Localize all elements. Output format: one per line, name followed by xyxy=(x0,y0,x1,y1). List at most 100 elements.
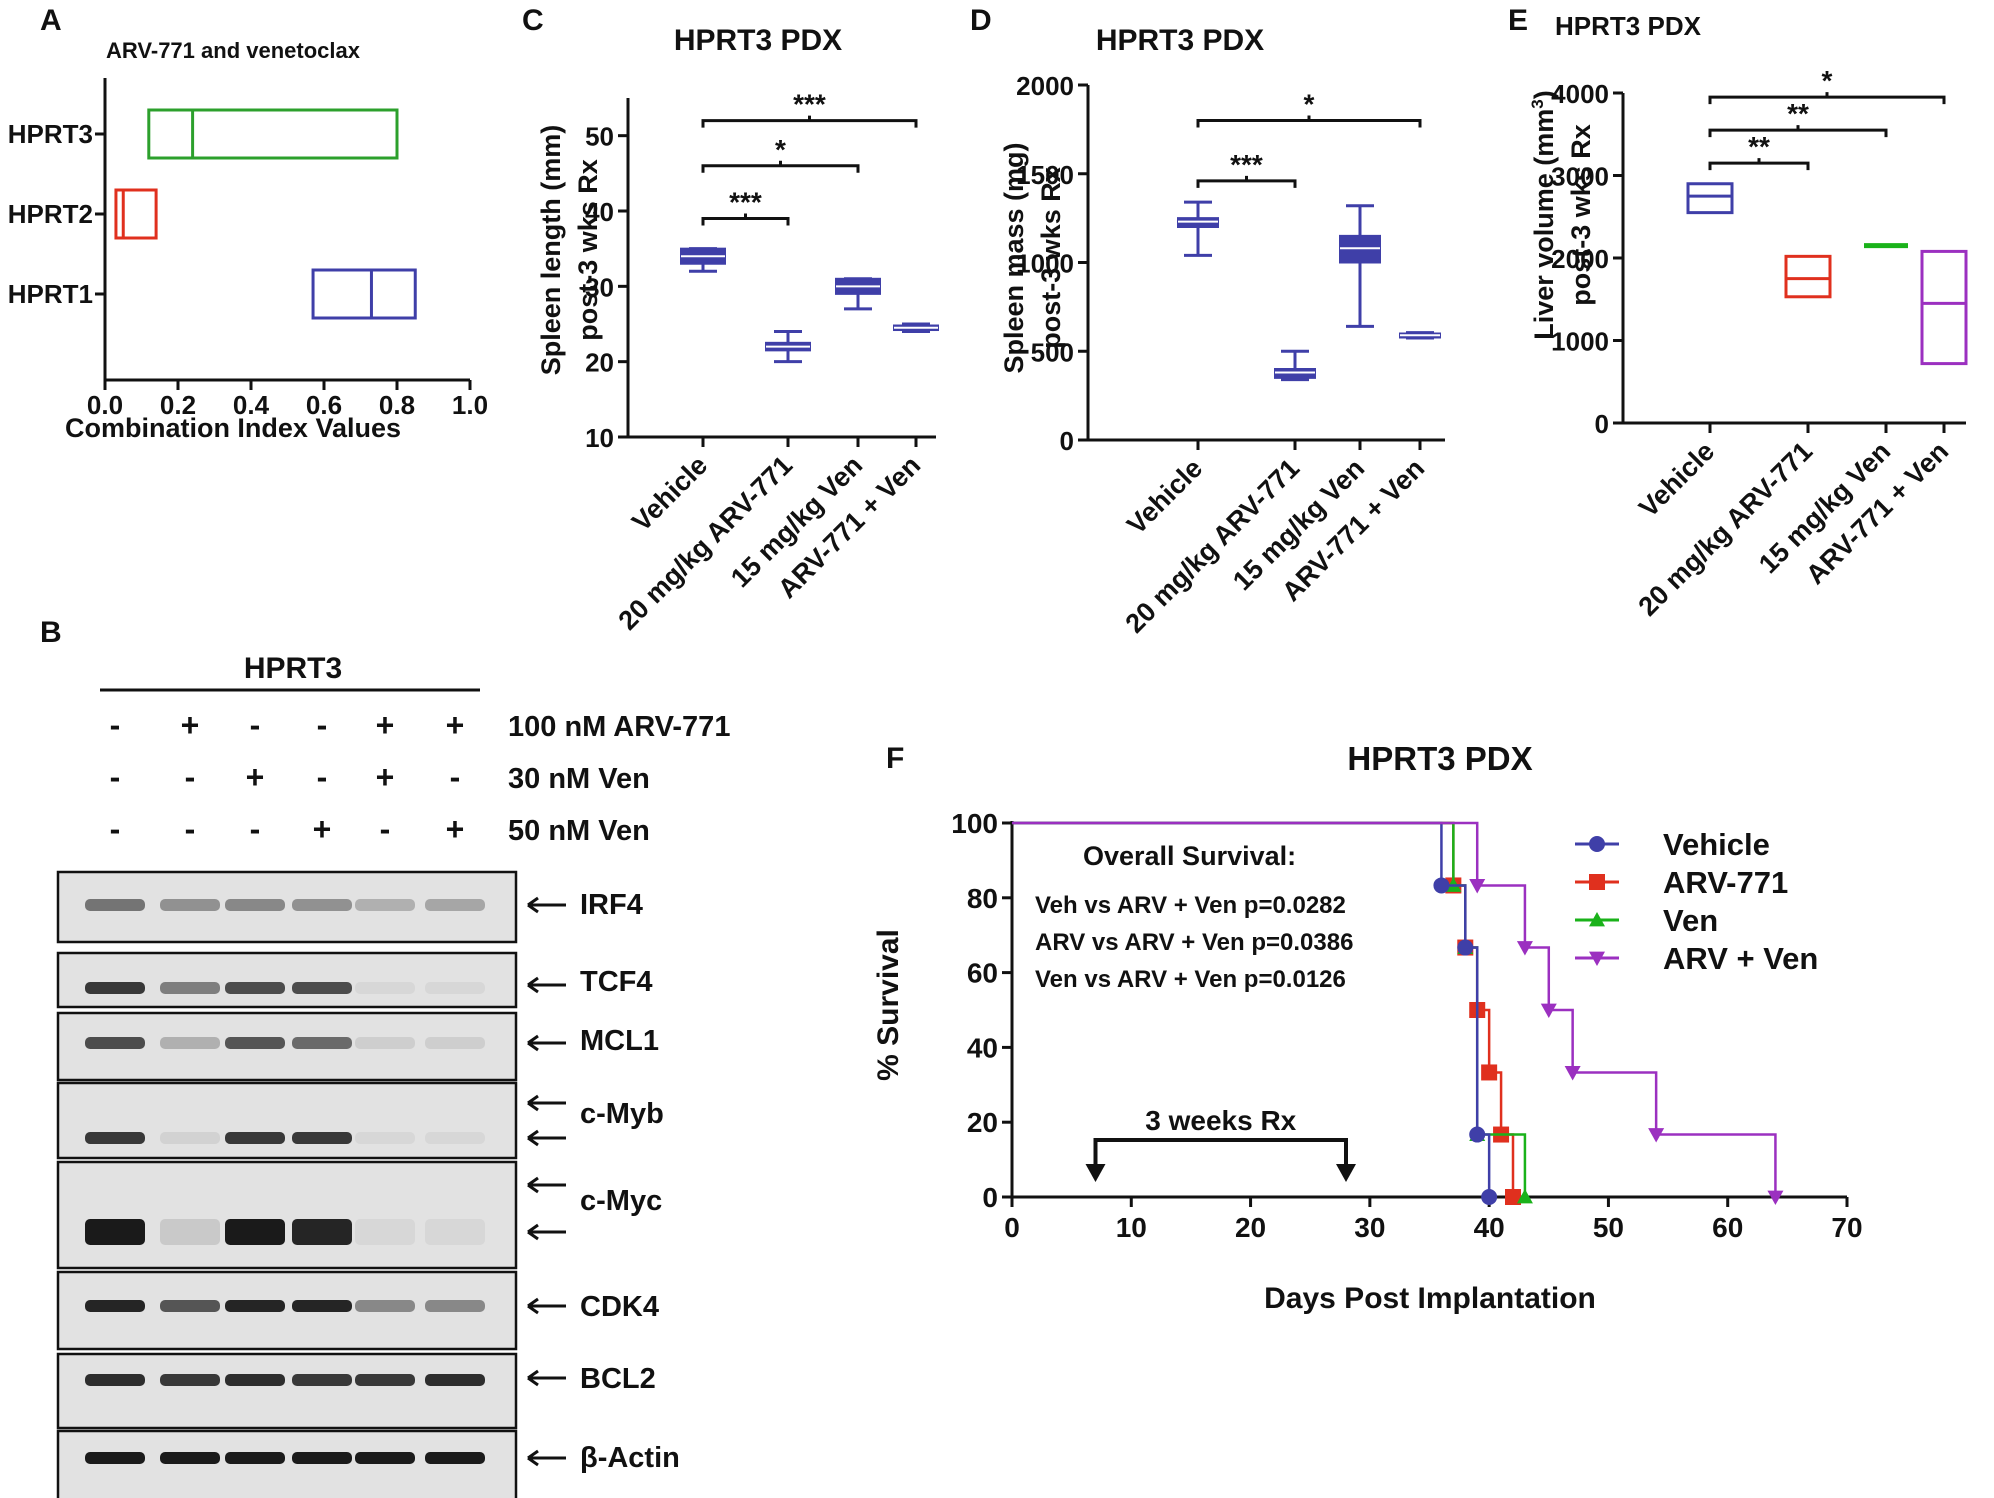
C-plot-significance-bracket xyxy=(701,160,860,173)
panel-a-x-tick-label: 0.2 xyxy=(160,390,196,420)
panel-label-b: B xyxy=(40,616,62,649)
panel-d: D HPRT3 PDX Spleen mass (mg) post-3 wks … xyxy=(970,4,1445,639)
survival-marker-circle xyxy=(1457,939,1474,956)
panel-a-y-tick-label: HPRT1 xyxy=(8,279,93,309)
survival-pvalue-2: ARV vs ARV + Ven p=0.0386 xyxy=(1035,929,1353,956)
blot-sign: - xyxy=(185,759,196,795)
blot-band xyxy=(292,1300,352,1312)
panel-f-title: HPRT3 PDX xyxy=(1347,740,1532,777)
panel-f-x-axis-label: Days Post Implantation xyxy=(1264,1282,1596,1315)
panel-f-y-axis-label: % Survival xyxy=(872,929,905,1081)
rx-bracket xyxy=(1093,1138,1348,1174)
survival-marker-square xyxy=(1505,1189,1521,1205)
E-plot-x-tick-label: Vehicle xyxy=(1633,436,1720,523)
blot-band xyxy=(355,899,415,911)
blot-panel-β-actin xyxy=(56,1429,518,1498)
blot-band xyxy=(160,1132,220,1144)
blot-band xyxy=(225,1132,285,1144)
survival-marker-triangle-down xyxy=(1589,951,1605,966)
C-plot-y-tick-label: 30 xyxy=(585,272,614,302)
D-plot-axes xyxy=(1086,85,1445,442)
blot-sign: + xyxy=(181,707,200,743)
E-plot-y-tick-label: 0 xyxy=(1595,409,1609,439)
D-plot-y-tick-label: 1500 xyxy=(1016,160,1074,190)
blot-band xyxy=(292,1374,352,1386)
blot-protein-label: c-Myb xyxy=(580,1098,664,1130)
panel-f-x-tick-label: 10 xyxy=(1116,1212,1147,1243)
blot-treatment-label: 30 nM Ven xyxy=(508,763,650,795)
blot-protein-label: BCL2 xyxy=(580,1363,656,1395)
panel-f-x-tick-label: 60 xyxy=(1712,1212,1743,1243)
blot-protein-label: IRF4 xyxy=(580,889,643,921)
blot-protein-label: CDK4 xyxy=(580,1291,659,1323)
D-plot-significance-bracket xyxy=(1196,175,1297,188)
rx-arrow-left xyxy=(1085,1164,1106,1182)
C-plot-significance-label: * xyxy=(775,134,786,165)
panel-a-y-tick-label: HPRT2 xyxy=(8,199,93,229)
blot-sign: - xyxy=(450,759,461,795)
C-plot-y-tick-label: 40 xyxy=(585,197,614,227)
E-plot-significance-bracket xyxy=(1708,92,1946,105)
blot-arrow xyxy=(527,1034,566,1052)
panel-f-y-tick-label: 20 xyxy=(967,1107,998,1138)
E-plot-significance-label: ** xyxy=(1787,98,1809,129)
blot-band xyxy=(355,1037,415,1049)
blot-band xyxy=(85,1374,145,1386)
panel-a-y-tick-label: HPRT3 xyxy=(8,119,93,149)
panel-f-x-tick-label: 20 xyxy=(1235,1212,1266,1243)
panel-d-title: HPRT3 PDX xyxy=(1096,24,1264,57)
C-plot-significance-bracket xyxy=(701,115,918,128)
blot-sign: - xyxy=(110,811,121,847)
blot-band xyxy=(292,1219,352,1245)
panel-f-x-tick-label: 40 xyxy=(1474,1212,1505,1243)
blot-band xyxy=(425,1219,485,1245)
panel-d-y-label-line1: Spleen mass (mg) xyxy=(999,142,1029,373)
panel-c-y-label-line1: Spleen length (mm) xyxy=(536,125,566,376)
panel-f-y-tick-label: 80 xyxy=(967,883,998,914)
survival-marker-square xyxy=(1481,1064,1498,1081)
C-plot-y-tick-label: 10 xyxy=(585,423,614,453)
panel-a-x-tick-label: 0.0 xyxy=(87,390,123,420)
blot-sign: - xyxy=(110,707,121,743)
blot-band xyxy=(85,982,145,994)
C-plot-y-tick-label: 50 xyxy=(585,122,614,152)
blot-protein-label: MCL1 xyxy=(580,1025,659,1057)
D-plot-significance-bracket xyxy=(1196,115,1422,128)
panel-f-x-tick-label: 0 xyxy=(1004,1212,1020,1243)
blot-arrow xyxy=(527,1129,566,1147)
survival-marker-triangle-down xyxy=(1516,941,1533,956)
survival-marker-circle xyxy=(1589,836,1605,852)
blot-band xyxy=(425,1132,485,1144)
D-plot-y-tick-label: 500 xyxy=(1031,337,1074,367)
panel-label-e: E xyxy=(1508,4,1528,37)
D-plot-significance-label: *** xyxy=(1230,149,1263,180)
panel-a-x-tick-label: 0.6 xyxy=(306,390,342,420)
C-plot-x-tick-label: Vehicle xyxy=(626,450,713,537)
panel-b: B HPRT3 - + - - + +100 nM ARV-771 - - + - + - 30 nM … xyxy=(40,616,730,1498)
blot-band xyxy=(85,1452,145,1464)
blot-sign: + xyxy=(446,707,465,743)
survival-marker-triangle-down xyxy=(1767,1190,1784,1205)
C-plot-y-tick-label: 20 xyxy=(585,348,614,378)
D-plot-y-tick-label: 1000 xyxy=(1016,249,1074,279)
blot-band xyxy=(85,1219,145,1245)
E-plot-box xyxy=(1686,182,1734,215)
blot-band xyxy=(85,1037,145,1049)
panel-a-axes xyxy=(103,78,470,382)
panel-f-x-tick-label: 70 xyxy=(1831,1212,1862,1243)
blot-protein-label: c-Myc xyxy=(580,1185,662,1217)
blot-arrow xyxy=(527,1094,566,1112)
blot-band xyxy=(85,1300,145,1312)
E-plot-axes xyxy=(1621,93,1966,425)
panel-c: C HPRT3 PDX Spleen length (mm) post-3 wk… xyxy=(522,4,939,636)
D-plot-x-tick-label: Vehicle xyxy=(1121,453,1208,540)
panel-a-x-tick-label: 1.0 xyxy=(452,390,488,420)
blot-band xyxy=(225,1374,285,1386)
rx-label: 3 weeks Rx xyxy=(1145,1105,1296,1136)
panel-c-y-label-line2: post-3 wks Rx xyxy=(573,159,603,341)
panel-a-x-tick-label: 0.4 xyxy=(233,390,270,420)
E-plot-significance-bracket xyxy=(1708,158,1810,171)
blot-band xyxy=(355,1219,415,1245)
blot-arrow xyxy=(527,1449,566,1467)
